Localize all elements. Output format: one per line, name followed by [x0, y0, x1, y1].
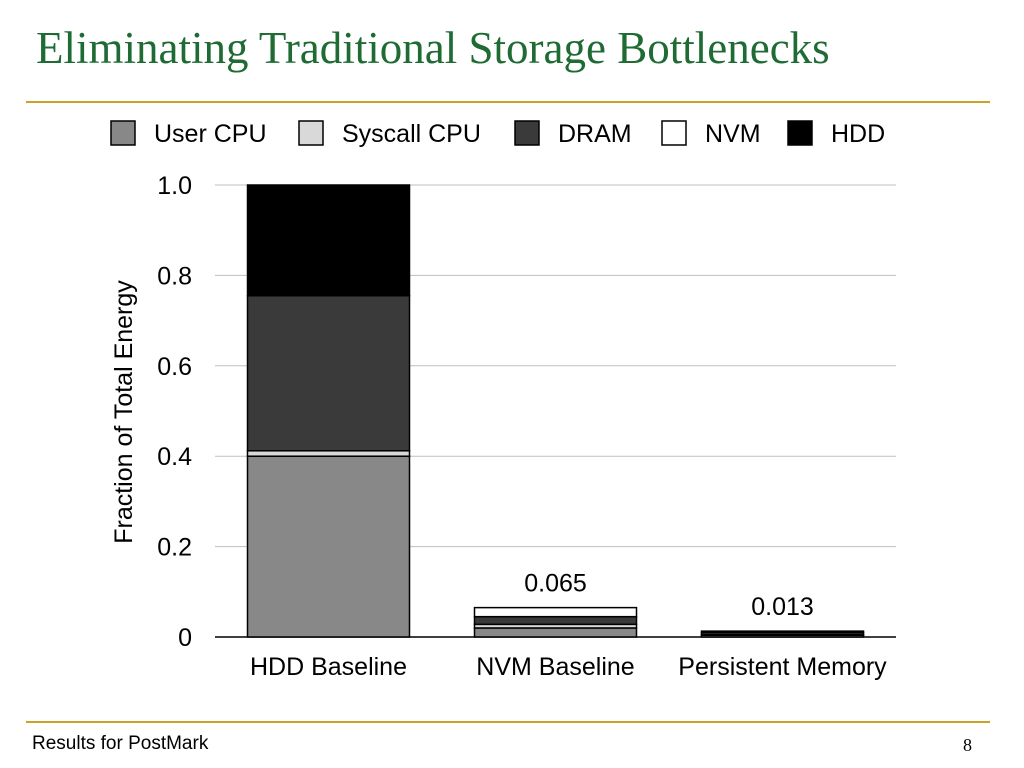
x-tick-label: HDD Baseline: [250, 653, 407, 681]
title-divider: [26, 101, 990, 103]
legend-label-syscall-cpu: Syscall CPU: [342, 120, 481, 148]
footer-divider: [26, 721, 990, 723]
slide-title: Eliminating Traditional Storage Bottlene…: [36, 23, 830, 73]
legend-swatch-user-cpu: [110, 120, 136, 146]
x-tick-label: NVM Baseline: [476, 653, 634, 681]
bar-segment-dram-nvm-baseline: [473, 615, 638, 626]
y-tick-label: 0.4: [157, 443, 192, 471]
bar-total-labels: 0.065 0.013: [524, 570, 814, 622]
y-tick-label: 0: [178, 624, 192, 652]
bar-segment-user-cpu-hdd-baseline: [246, 455, 411, 638]
bar-segment-nvm-persistent-memory: [700, 630, 865, 634]
bar-segment-user-cpu-nvm-baseline: [473, 627, 638, 638]
y-tick-label: 0.8: [157, 262, 192, 290]
chart-legend: User CPU Syscall CPU DRAM NVM HDD: [110, 120, 885, 148]
y-tick-label: 0.6: [157, 353, 192, 381]
legend-swatch-nvm: [661, 120, 687, 146]
legend-label-hdd: HDD: [831, 120, 885, 148]
legend-swatch-hdd: [787, 120, 813, 146]
chart-bars: [246, 184, 865, 638]
bar-total-label: 0.065: [524, 570, 587, 598]
y-tick-label: 1.0: [157, 172, 192, 200]
legend-swatch-syscall-cpu: [298, 120, 324, 146]
legend-swatch-dram: [514, 120, 540, 146]
page-number: 8: [963, 735, 972, 755]
y-axis-ticks: 0 0.2 0.4 0.6 0.8 1.0: [157, 172, 192, 652]
x-tick-label: Persistent Memory: [678, 653, 887, 681]
bar-segment-nvm-nvm-baseline: [473, 606, 638, 618]
legend-label-nvm: NVM: [705, 120, 761, 148]
y-tick-label: 0.2: [157, 534, 192, 562]
bar-segment-dram-hdd-baseline: [246, 294, 411, 452]
bar-total-label: 0.013: [751, 593, 814, 621]
legend-label-user-cpu: User CPU: [154, 120, 267, 148]
stacked-bar-chart: User CPU Syscall CPU DRAM NVM HDD 0 0.2 0.4 0.6…: [110, 120, 896, 681]
x-axis-ticks: HDD Baseline NVM Baseline Persistent Memor…: [250, 653, 887, 681]
footer-text: Results for PostMark: [32, 733, 209, 754]
y-axis-label: Fraction of Total Energy: [110, 280, 138, 544]
bar-segment-hdd-hdd-baseline: [246, 184, 411, 297]
legend-label-dram: DRAM: [558, 120, 632, 148]
bar-segment-syscall-cpu-hdd-baseline: [246, 450, 411, 457]
